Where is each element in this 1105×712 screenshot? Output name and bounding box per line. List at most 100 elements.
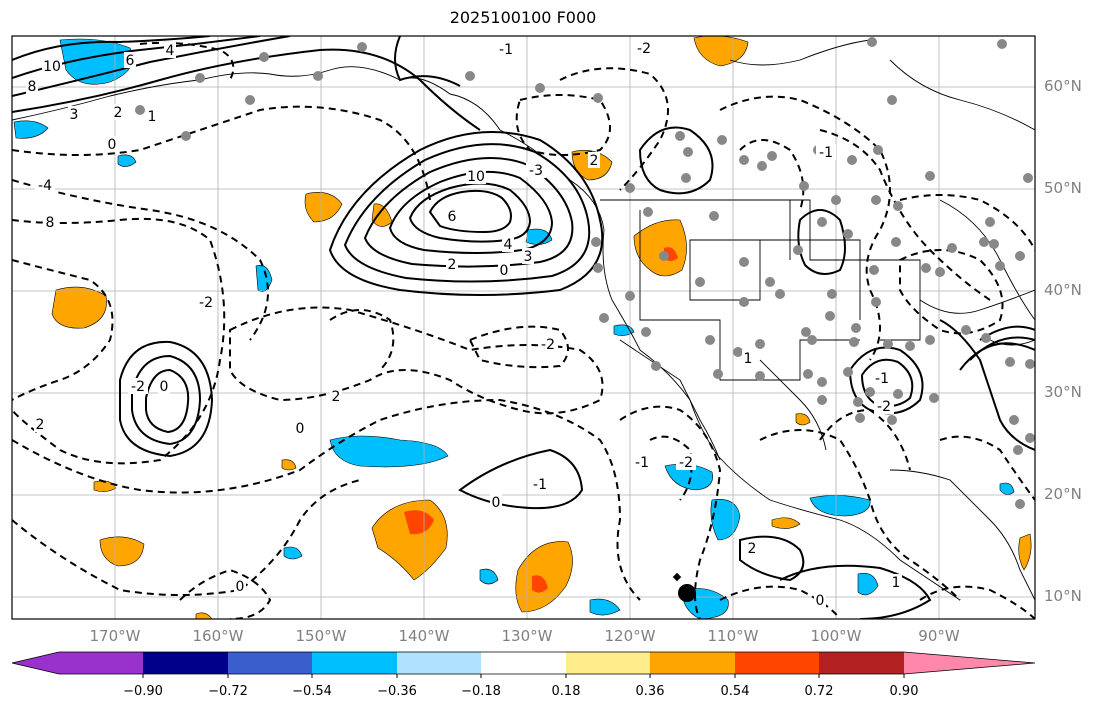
colorbar-tick-label: 0.72 xyxy=(804,684,834,699)
colorbar-tick-label: 0.54 xyxy=(720,684,750,699)
lon-label: 110°W xyxy=(707,627,759,645)
map-frame xyxy=(11,35,1036,620)
colorbar-segment xyxy=(59,652,143,674)
contour-label-bg xyxy=(164,42,176,58)
contour-label: 3 xyxy=(70,107,79,123)
contour-label-bg xyxy=(632,454,652,470)
coastlines xyxy=(12,39,1035,601)
colorbar-outline xyxy=(11,651,1036,675)
lon-label: 160°W xyxy=(192,627,244,645)
contour-label: -2 xyxy=(541,337,555,353)
contour-label: 2 xyxy=(114,105,123,121)
contour-label-bg xyxy=(146,108,158,124)
colorbar-segment xyxy=(143,652,228,674)
colorbar-tick-label: 0.90 xyxy=(889,684,919,699)
lat-label: 50°N xyxy=(1044,179,1082,197)
contour-label: -1 xyxy=(635,455,649,471)
contour-label: 0 xyxy=(816,593,825,609)
contour-label: -2 xyxy=(199,295,213,311)
contour-label-bg xyxy=(872,370,892,386)
contour-label-bg xyxy=(106,136,118,152)
contour-label-bg xyxy=(490,494,502,510)
contour-label-bg xyxy=(676,454,696,470)
colorbar xyxy=(11,651,1036,678)
contour-label: 0 xyxy=(236,579,245,595)
contour-label-bg xyxy=(502,236,514,252)
colorbar-segment xyxy=(397,652,481,674)
lon-label: 120°W xyxy=(604,627,656,645)
contour-label: 2 xyxy=(332,389,341,405)
graticule xyxy=(12,36,1035,619)
contour-label: -2 xyxy=(637,41,651,57)
contour-label: 6 xyxy=(126,53,135,69)
colorbar-segment xyxy=(312,652,397,674)
contour-label-bg xyxy=(42,58,62,74)
contour-label-bg xyxy=(294,420,306,436)
contour-label: -1 xyxy=(819,145,833,161)
colorbar-tick-label: −0.90 xyxy=(123,684,163,699)
colorbar-extend-high xyxy=(904,652,1035,674)
colorbar-segment xyxy=(819,652,904,674)
contour-label: 2 xyxy=(36,417,45,433)
shaded-fields xyxy=(13,36,1032,619)
contour-label: 4 xyxy=(504,237,513,253)
lon-label: 170°W xyxy=(89,627,141,645)
contour-label: 0 xyxy=(160,379,169,395)
contour-label: 0 xyxy=(500,263,509,279)
contour-label-bg xyxy=(634,40,654,56)
contour-label-bg xyxy=(196,294,216,310)
contour-label: 8 xyxy=(28,79,37,95)
contour-label: -1 xyxy=(875,371,889,387)
contour-label-bg xyxy=(742,350,754,366)
contour-label-bg xyxy=(112,104,124,120)
colorbar-extend-low xyxy=(12,652,59,674)
contour-label: 1 xyxy=(148,109,157,125)
contour-label-bg xyxy=(26,78,38,94)
contour-label-bg xyxy=(234,578,246,594)
contour-label-bg xyxy=(498,262,510,278)
contour-label: 6 xyxy=(448,209,457,225)
contour-label-bg xyxy=(816,144,836,160)
contour-label: 0 xyxy=(492,495,501,511)
contour-label-bg xyxy=(522,248,534,264)
lon-label: 130°W xyxy=(501,627,553,645)
colorbar-segment xyxy=(566,652,650,674)
marker-dot xyxy=(678,584,696,602)
lat-label: 20°N xyxy=(1044,485,1082,503)
contour-label: 2 xyxy=(748,541,757,557)
contour-label: -2 xyxy=(679,455,693,471)
contour-label: 8 xyxy=(46,215,55,231)
contour-label-bg xyxy=(538,336,558,352)
contour-label: 3 xyxy=(524,249,533,265)
station-markers xyxy=(135,37,1035,509)
map-title: 2025100100 F000 xyxy=(449,8,597,27)
contour-label-bg xyxy=(446,256,458,272)
contour-label: 0 xyxy=(108,137,117,153)
contour-label-bg xyxy=(526,162,546,178)
contour-label: -1 xyxy=(499,42,513,58)
lat-label: 30°N xyxy=(1044,383,1082,401)
contour-label: 10 xyxy=(467,169,485,185)
lat-label: 60°N xyxy=(1044,77,1082,95)
contour-label-bg xyxy=(814,592,826,608)
contour-label-bg xyxy=(158,378,170,394)
lat-label: 10°N xyxy=(1044,587,1082,605)
colorbar-segment xyxy=(481,652,566,674)
contour-label: 0 xyxy=(296,421,305,437)
contour-label: 2 xyxy=(448,257,457,273)
solid-contours xyxy=(12,36,1035,619)
contour-label: -2 xyxy=(877,399,891,415)
dashed-contours xyxy=(12,41,1035,619)
contour-label-bg xyxy=(466,168,486,184)
colorbar-segment xyxy=(735,652,819,674)
contour-label-bg xyxy=(746,540,758,556)
lat-label: 40°N xyxy=(1044,281,1082,299)
colorbar-tick-label: −0.18 xyxy=(461,684,501,699)
contour-label-bg xyxy=(446,208,458,224)
contour-label-bg xyxy=(530,476,550,492)
contour-label: -3 xyxy=(529,163,543,179)
contour-label-bg xyxy=(44,214,56,230)
colorbar-tick-label: 0.36 xyxy=(635,684,665,699)
lon-label: 100°W xyxy=(810,627,862,645)
